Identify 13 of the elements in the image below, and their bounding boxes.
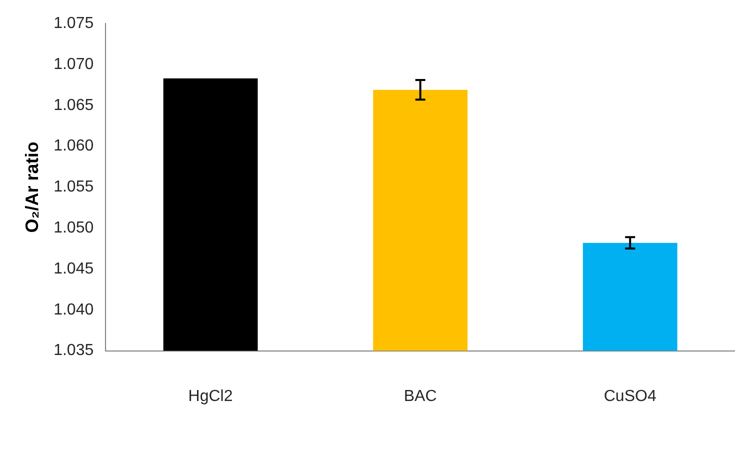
- x-tick-label: BAC: [404, 388, 437, 405]
- y-tick-label: 1.075: [54, 15, 94, 32]
- y-tick-label: 1.070: [54, 56, 94, 73]
- y-axis-title: O₂/Ar ratio: [22, 142, 42, 233]
- y-tick-label: 1.060: [54, 138, 94, 155]
- y-tick-label: 1.035: [54, 342, 94, 360]
- y-tick-label: 1.065: [54, 96, 94, 114]
- x-tick-label: HgCl2: [188, 388, 233, 405]
- y-tick-label: 1.040: [54, 301, 94, 318]
- y-tick-label: 1.045: [54, 260, 94, 278]
- y-tick-label: 1.050: [54, 220, 94, 237]
- x-tick-label: CuSO4: [604, 388, 656, 405]
- y-tick-label: 1.055: [54, 178, 94, 196]
